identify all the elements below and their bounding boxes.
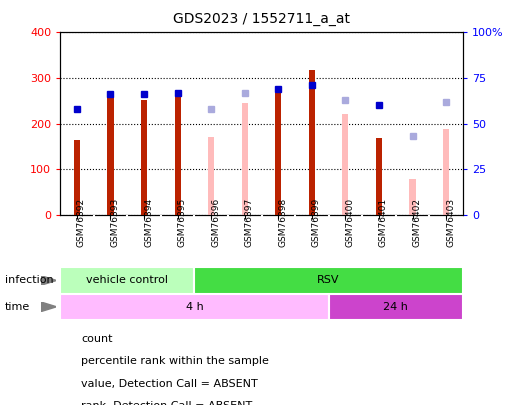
Text: GSM76400: GSM76400 bbox=[345, 198, 355, 247]
Bar bbox=[60, 294, 328, 320]
Bar bbox=[376, 138, 382, 215]
Bar bbox=[175, 92, 180, 215]
Text: GSM76394: GSM76394 bbox=[144, 198, 153, 247]
Bar bbox=[328, 294, 463, 320]
Bar bbox=[107, 95, 113, 215]
Bar bbox=[141, 100, 147, 215]
Bar bbox=[343, 115, 348, 215]
Polygon shape bbox=[41, 275, 56, 285]
Text: GSM76402: GSM76402 bbox=[413, 198, 422, 247]
Text: 4 h: 4 h bbox=[186, 302, 203, 312]
Text: GSM76397: GSM76397 bbox=[245, 198, 254, 247]
Bar bbox=[410, 179, 416, 215]
Bar bbox=[275, 93, 281, 215]
Text: GSM76396: GSM76396 bbox=[211, 198, 220, 247]
Text: vehicle control: vehicle control bbox=[86, 275, 168, 286]
Text: GSM76392: GSM76392 bbox=[77, 198, 86, 247]
Text: GSM76401: GSM76401 bbox=[379, 198, 388, 247]
Text: rank, Detection Call = ABSENT: rank, Detection Call = ABSENT bbox=[81, 401, 252, 405]
Bar bbox=[195, 267, 463, 294]
Bar bbox=[443, 129, 449, 215]
Text: time: time bbox=[5, 302, 30, 312]
Text: GSM76395: GSM76395 bbox=[178, 198, 187, 247]
Bar bbox=[74, 141, 80, 215]
Bar bbox=[309, 70, 315, 215]
Text: GSM76398: GSM76398 bbox=[278, 198, 287, 247]
Text: 24 h: 24 h bbox=[383, 302, 408, 312]
Text: value, Detection Call = ABSENT: value, Detection Call = ABSENT bbox=[81, 379, 258, 389]
Text: RSV: RSV bbox=[317, 275, 340, 286]
Text: GSM76399: GSM76399 bbox=[312, 198, 321, 247]
Polygon shape bbox=[41, 302, 56, 312]
Bar bbox=[208, 137, 214, 215]
Text: GSM76403: GSM76403 bbox=[446, 198, 455, 247]
Text: GDS2023 / 1552711_a_at: GDS2023 / 1552711_a_at bbox=[173, 12, 350, 26]
Bar bbox=[60, 267, 195, 294]
Text: GSM76393: GSM76393 bbox=[110, 198, 119, 247]
Text: infection: infection bbox=[5, 275, 54, 286]
Bar bbox=[242, 103, 248, 215]
Text: count: count bbox=[81, 334, 112, 344]
Text: percentile rank within the sample: percentile rank within the sample bbox=[81, 356, 269, 367]
